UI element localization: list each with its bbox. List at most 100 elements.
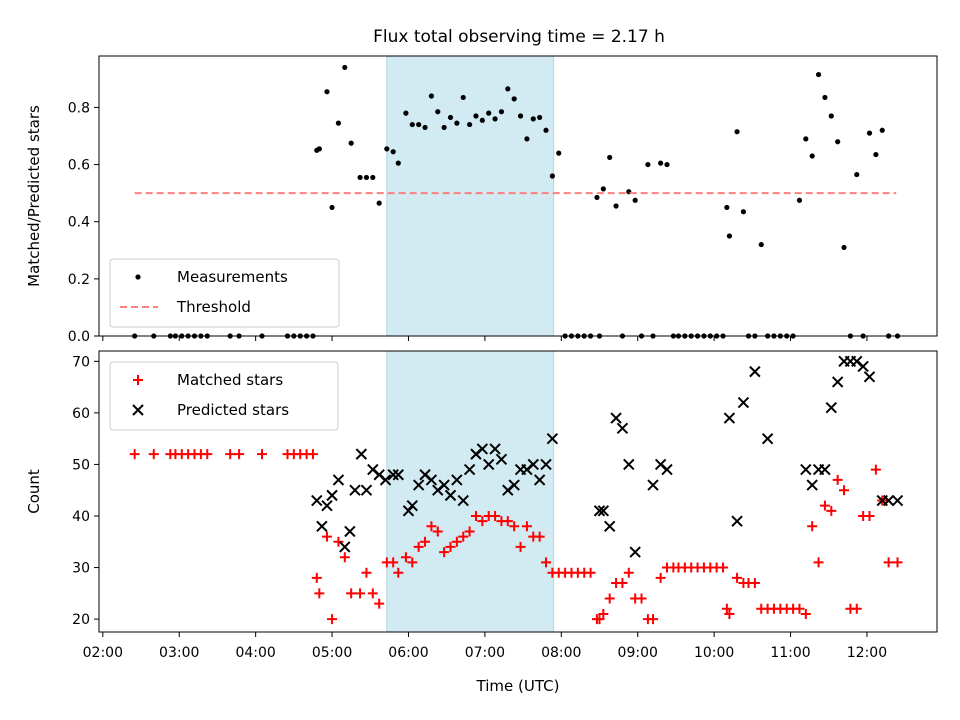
data-point xyxy=(370,174,376,181)
data-point xyxy=(540,458,552,471)
data-point xyxy=(835,139,841,145)
data-point xyxy=(509,521,520,532)
data-point xyxy=(511,96,517,102)
y-tick-label: 0.6 xyxy=(68,158,90,174)
data-point xyxy=(740,209,747,215)
y-tick-label: 20 xyxy=(72,612,90,628)
data-point xyxy=(438,479,450,491)
data-point xyxy=(723,412,736,424)
data-point xyxy=(361,567,372,578)
data-point xyxy=(392,469,404,481)
data-point xyxy=(796,197,803,203)
data-point xyxy=(636,593,647,604)
data-point xyxy=(428,93,434,99)
data-point xyxy=(761,432,774,445)
legend-box xyxy=(109,361,339,431)
data-point xyxy=(388,557,399,568)
data-point xyxy=(658,160,664,166)
data-point xyxy=(594,614,605,625)
data-point xyxy=(316,520,328,533)
data-point xyxy=(537,114,543,121)
data-point xyxy=(724,204,730,211)
data-point xyxy=(647,479,659,491)
data-point xyxy=(447,114,454,121)
data-point xyxy=(661,463,673,476)
data-point xyxy=(403,110,409,116)
data-point xyxy=(321,531,332,542)
top-panel: 0.0 0.2 0.4 0.6 0.8 Matched/Predicted stars Me… xyxy=(25,55,938,345)
data-point xyxy=(800,608,811,619)
data-point xyxy=(332,474,345,486)
data-point xyxy=(348,140,354,146)
data-point xyxy=(593,505,606,517)
data-point xyxy=(412,479,425,491)
data-point xyxy=(457,494,469,507)
data-point xyxy=(502,516,513,527)
data-point xyxy=(839,485,850,496)
data-point xyxy=(357,174,363,181)
data-point xyxy=(524,136,530,142)
data-point xyxy=(327,614,338,625)
data-point xyxy=(470,510,481,521)
data-point xyxy=(486,110,492,116)
y-tick-label: 0.4 xyxy=(68,215,90,231)
data-point xyxy=(541,557,552,568)
x-tick-label: 10:00 xyxy=(694,645,734,661)
data-point xyxy=(505,86,511,92)
x-tick-label: 09:00 xyxy=(618,645,658,661)
data-point xyxy=(460,94,466,101)
data-point xyxy=(718,562,729,573)
data-point xyxy=(807,521,818,532)
y-tick-label: 0.8 xyxy=(68,100,90,116)
legend: Matched stars Predicted stars xyxy=(109,361,339,431)
data-point xyxy=(891,494,904,507)
data-point xyxy=(737,396,750,409)
data-point xyxy=(445,541,456,552)
data-point xyxy=(873,151,879,158)
data-point xyxy=(825,402,838,414)
data-point xyxy=(813,557,824,568)
data-point xyxy=(600,186,606,192)
data-point xyxy=(395,160,401,166)
data-point xyxy=(749,578,760,589)
data-point xyxy=(613,203,619,209)
data-point xyxy=(851,603,862,614)
x-tick-label: 02:00 xyxy=(83,645,123,661)
data-point xyxy=(477,516,488,527)
data-point xyxy=(479,117,485,123)
y-axis-label: Matched/Predicted stars xyxy=(25,105,43,287)
data-point xyxy=(257,449,268,460)
data-point xyxy=(809,153,815,159)
y-axis-label: Count xyxy=(25,469,43,514)
data-point xyxy=(333,536,344,547)
data-point xyxy=(307,449,318,460)
data-point xyxy=(374,598,385,609)
series-predicted-stars xyxy=(311,355,904,558)
data-point xyxy=(857,360,869,373)
plot-frame xyxy=(98,55,938,337)
data-point xyxy=(432,526,443,537)
data-point xyxy=(321,499,333,512)
data-point xyxy=(617,578,628,589)
data-point xyxy=(721,603,732,614)
data-point xyxy=(422,124,428,131)
data-point xyxy=(841,244,847,251)
data-point xyxy=(339,541,351,553)
data-point xyxy=(346,588,357,599)
series-matched-stars xyxy=(129,449,903,625)
data-point xyxy=(495,453,508,465)
data-point xyxy=(393,567,404,578)
data-point xyxy=(826,505,837,516)
x-tick-label: 04:00 xyxy=(235,645,275,661)
data-point xyxy=(406,499,419,512)
data-point xyxy=(384,146,390,152)
data-point xyxy=(390,149,396,155)
data-point xyxy=(892,557,903,568)
data-point xyxy=(413,541,424,552)
data-point xyxy=(473,113,479,119)
data-point xyxy=(832,474,843,485)
data-point xyxy=(420,536,431,547)
data-point xyxy=(490,510,501,521)
data-point xyxy=(883,557,894,568)
data-point xyxy=(655,572,666,583)
